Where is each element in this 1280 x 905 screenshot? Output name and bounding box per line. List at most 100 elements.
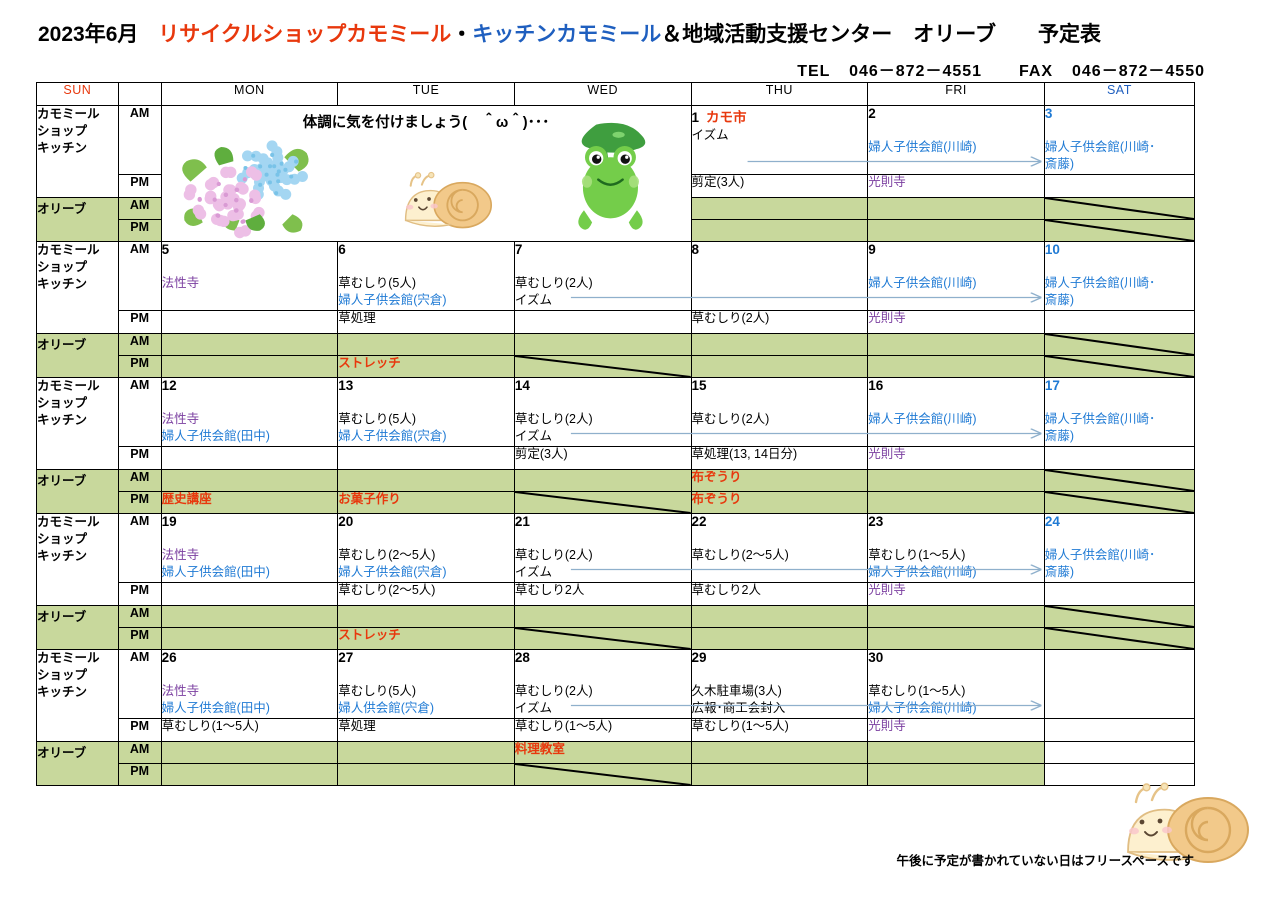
day-cell-pm	[1043, 174, 1196, 198]
day-cell-pm: 草処理	[337, 310, 515, 334]
day-number-row: 26	[162, 651, 337, 667]
olive-cell-pm	[690, 355, 869, 378]
tel-number: 046－872－4551	[849, 63, 983, 80]
event-am-0: 法性寺	[161, 411, 200, 426]
day-number-row: 3	[1045, 107, 1193, 123]
day-number: 5	[161, 242, 170, 258]
day-number-spacer	[339, 531, 514, 547]
day-number-row: 30	[869, 651, 1044, 667]
banner-message-cell: 体調に気を付けましょう( ＾ω＾)･･･	[160, 105, 692, 242]
olive-cell-pm	[1043, 491, 1196, 514]
ampm-label-olive-am: AM	[117, 741, 162, 764]
event-am-0: 婦人子供会館(川崎･	[1044, 411, 1156, 426]
day-number-spacer	[162, 395, 337, 411]
day-cell-am: 16 婦人子供会館(川崎)	[867, 377, 1045, 447]
day-number-row: 10	[1045, 243, 1193, 259]
day-number: 6	[338, 242, 346, 258]
day-number: 21	[514, 514, 530, 530]
row-label-kamomile: カモミール ショップ キッチン	[36, 105, 119, 198]
event-am-0: 草むしり(2人)	[514, 411, 593, 426]
olive-cell-pm	[513, 627, 692, 650]
frog-icon	[577, 122, 645, 230]
row-kamomile-am-1: カモミール ショップ キッチン AM 5 法性寺 6 草むしり(5人) 婦人子供会館(宍倉) 7 草…	[36, 241, 1196, 334]
event-am-1: 婦人供会館(宍倉)	[338, 701, 435, 716]
day-cell-am: 22 草むしり(2〜5人)	[690, 513, 869, 583]
day-number-spacer	[339, 259, 514, 275]
day-cell-pm	[1043, 582, 1196, 606]
olive-cell-am	[160, 333, 339, 356]
row-label-kamomile-line-1: ショップ	[37, 123, 88, 138]
event-am-1: 婦人子供会館(田中)	[161, 701, 270, 716]
day-number-spacer	[692, 531, 867, 547]
olive-cell-pm: ストレッチ	[337, 355, 515, 378]
day-cell-pm: 草処理	[337, 718, 515, 742]
event-pm-0: 草むしり2人	[514, 583, 585, 598]
olive-cell-am	[690, 333, 869, 356]
event-pm-0: 草処理	[338, 311, 376, 326]
olive-cell-am	[337, 469, 515, 492]
row-label-kamomile: カモミール ショップ キッチン	[36, 377, 119, 470]
day-cell-pm: 草むしり2人	[513, 582, 692, 606]
event-am-1: 広報･商工会封入	[691, 701, 786, 716]
day-cell-am: 5 法性寺	[160, 241, 339, 311]
event-am-0: 婦人子供会館(川崎･	[1044, 275, 1156, 290]
column-header-tue: TUE	[337, 82, 515, 106]
day-number-row: 27	[339, 651, 514, 667]
day-number: 19	[161, 514, 177, 530]
row-olive-am-4: オリーブ AM 料理教室	[36, 741, 1196, 786]
column-header-ampm	[117, 82, 162, 106]
olive-cell-am	[1043, 469, 1196, 492]
ampm-label-olive-am: AM	[117, 197, 162, 220]
day-cell-am: 21 草むしり(2人) イズム	[513, 513, 692, 583]
olive-cell-am	[160, 741, 339, 764]
day-number-row: 19	[161, 514, 337, 531]
day-number-spacer	[692, 667, 867, 683]
day-number: 2	[868, 106, 876, 122]
strikethrough-line	[515, 628, 691, 649]
fax-label: FAX	[1018, 63, 1054, 80]
event-pm-0: 光則寺	[868, 447, 906, 462]
event-am-0: 草むしり(2人)	[514, 547, 593, 562]
day-cell-pm	[337, 446, 515, 470]
ampm-label-am: AM	[117, 241, 162, 311]
row-label-olive: オリーブ	[36, 741, 119, 786]
day-cell-am: 30 草むしり(1〜5人) 婦人子供会館(川崎)	[867, 649, 1045, 719]
event-pm-0: 光則寺	[868, 175, 906, 190]
event-pm-0: 剪定(3人)	[514, 447, 568, 462]
event-am-0: 久木駐車場(3人)	[691, 683, 782, 698]
strikethrough-line	[515, 764, 691, 785]
ampm-label-pm: PM	[117, 718, 162, 742]
olive-cell-am	[337, 605, 515, 628]
olive-cell-pm	[1043, 219, 1196, 242]
olive-cell-am	[867, 197, 1045, 220]
strikethrough-line	[1045, 220, 1194, 241]
event-am-0: 法性寺	[161, 683, 200, 698]
event-am-1: 斎藤)	[1044, 157, 1075, 172]
event-am-0: 婦人子供会館(川崎･	[1044, 547, 1156, 562]
day-number: 23	[868, 514, 884, 530]
row-olive-pm-3: PM ストレッチ	[37, 627, 1196, 650]
day-number: 1	[691, 110, 700, 125]
event-pm-0: 剪定(3人)	[691, 175, 745, 190]
event-pm-0: 草むしり2人	[691, 583, 761, 598]
olive-cell-am: 布ぞうり	[690, 469, 869, 492]
hydrangea-icon	[181, 140, 309, 239]
day-number-spacer	[692, 259, 867, 275]
column-header-wed: WED	[513, 82, 692, 106]
fax-number: 046－872－4550	[1072, 63, 1205, 80]
olive-cell-pm	[513, 763, 692, 786]
day-number-row: 21	[514, 514, 690, 531]
day-number-spacer	[339, 395, 514, 411]
day-cell-am: 14 草むしり(2人) イズム	[513, 377, 692, 447]
day-number-row: 6	[338, 242, 514, 259]
event-am-1: 婦人子供会館(川崎)	[868, 701, 977, 716]
row-label-kamomile-line-0: カモミール	[37, 379, 100, 393]
event-am-0: 草むしり(2人)	[691, 411, 770, 426]
day-number-spacer	[869, 667, 1044, 683]
event-pm-0: 光則寺	[868, 311, 906, 326]
olive-cell-am	[513, 333, 692, 356]
olive-cell-am	[513, 605, 692, 628]
day-number: 13	[338, 378, 354, 394]
event-am-1: 婦人子供会館(川崎)	[868, 565, 977, 580]
